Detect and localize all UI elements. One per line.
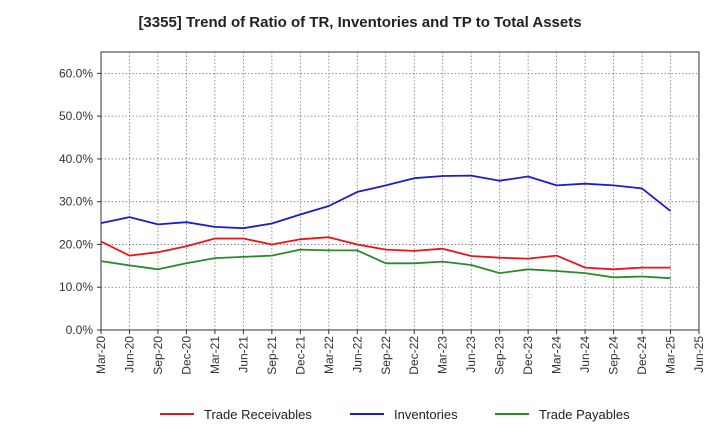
y-tick-label: 40.0% [59, 152, 93, 166]
chart-title: [3355] Trend of Ratio of TR, Inventories… [138, 14, 582, 31]
x-tick-label: Jun-25 [692, 336, 706, 373]
x-tick-label: Mar-21 [208, 336, 222, 374]
x-tick-label: Mar-24 [550, 336, 564, 374]
plot-frame [100, 51, 700, 331]
series-line-inventories [100, 174, 672, 230]
x-tick-label: Mar-20 [94, 336, 108, 374]
legend-label: Trade Payables [539, 407, 630, 422]
y-tick-label: 20.0% [59, 237, 93, 251]
x-tick-label: Sep-20 [151, 336, 165, 375]
x-tick-label: Mar-22 [322, 336, 336, 374]
legend-label: Inventories [394, 407, 458, 422]
x-tick-label: Dec-21 [293, 336, 307, 375]
x-tick-label: Jun-21 [236, 336, 250, 373]
x-tick-label: Dec-23 [521, 336, 535, 375]
x-tick-label: Dec-22 [407, 336, 421, 375]
y-tick-label: 0.0% [66, 323, 94, 337]
legend-label: Trade Receivables [204, 407, 312, 422]
x-tick-label: Dec-24 [635, 336, 649, 375]
series-line-trade-payables [100, 248, 671, 280]
x-tick-label: Sep-24 [607, 336, 621, 375]
x-tick-label: Sep-22 [379, 336, 393, 375]
series-line-trade-receivables [100, 236, 671, 271]
y-tick-label: 10.0% [59, 280, 93, 294]
legend: Trade Receivables Inventories Trade Payabl… [160, 407, 630, 422]
y-tick-label: 60.0% [59, 66, 93, 80]
x-tick-label: Mar-23 [436, 336, 450, 374]
y-tick-label: 50.0% [59, 109, 93, 123]
x-tick-label: Sep-23 [493, 336, 507, 375]
x-tick-label: Jun-23 [464, 336, 478, 373]
axes: 0.0% 10.0% 20.0% 30.0% 40.0% 50.0% 60.0% Mar-20… [59, 51, 706, 375]
x-tick-label: Dec-20 [179, 336, 193, 375]
y-tick-label: 30.0% [59, 195, 93, 209]
series-lines [100, 174, 672, 280]
x-tick-label: Jun-20 [122, 336, 136, 373]
x-tick-label: Jun-24 [578, 336, 592, 373]
grid [100, 52, 700, 331]
x-tick-label: Sep-21 [265, 336, 279, 375]
x-tick-label: Jun-22 [350, 336, 364, 373]
x-tick-label: Mar-25 [664, 336, 678, 374]
